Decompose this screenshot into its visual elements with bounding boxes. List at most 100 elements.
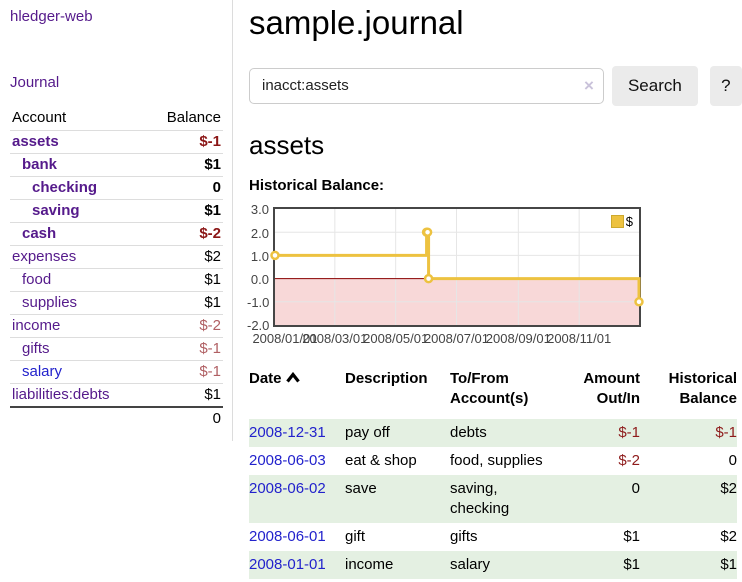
sidebar: hledger-web Journal Account Balance asse… xyxy=(0,0,233,441)
y-axis-tick-label: 2.0 xyxy=(250,225,269,241)
y-axis-tick-label: 3.0 xyxy=(250,202,269,218)
search-box: × xyxy=(249,67,604,104)
account-row: food $1 xyxy=(10,268,223,292)
sidebar-account-link[interactable]: saving xyxy=(32,202,80,219)
transaction-description: gift xyxy=(345,528,366,546)
transaction-amount: $1 xyxy=(623,556,640,574)
account-balance: $-2 xyxy=(144,314,223,338)
transaction-date-link[interactable]: 2008-06-01 xyxy=(249,528,326,546)
y-axis-tick-label: 0.0 xyxy=(250,272,269,288)
y-axis-tick-label: -2.0 xyxy=(247,318,270,334)
chart-plot-area: $ xyxy=(270,207,644,328)
register-row: 2008-06-01 gift gifts $1 $2 xyxy=(249,523,737,551)
account-row: salary $-1 xyxy=(10,360,223,384)
account-row: cash $-2 xyxy=(10,222,223,246)
transaction-balance: $1 xyxy=(720,556,737,574)
sidebar-account-link[interactable]: salary xyxy=(22,363,63,380)
transaction-description: eat & shop xyxy=(345,452,417,470)
help-button[interactable]: ? xyxy=(709,65,742,106)
accounts-total-row: 0 xyxy=(10,406,223,430)
transaction-balance: $2 xyxy=(720,480,737,498)
account-balance: $1 xyxy=(144,268,223,292)
account-balance: 0 xyxy=(144,176,223,200)
account-row: liabilities:debts $1 xyxy=(10,383,223,407)
chart-canvas xyxy=(270,209,644,326)
transaction-description: pay off xyxy=(345,424,390,442)
page-title: sample.journal xyxy=(249,4,464,41)
chart-legend: $ xyxy=(609,214,634,230)
register-row: 2008-01-01 income salary $1 $1 xyxy=(249,551,737,580)
transaction-amount: $1 xyxy=(623,528,640,546)
transaction-accounts: debts xyxy=(450,424,487,442)
register-header-row: Date Description To/From Account(s) Amou… xyxy=(249,369,737,419)
accounts-table-body: assets $-1 bank $1 checking 0 saving $1 cash $-2 e… xyxy=(10,130,223,407)
sidebar-account-link[interactable]: expenses xyxy=(12,248,77,265)
sidebar-account-link[interactable]: supplies xyxy=(22,294,78,311)
x-axis-tick-label: 2008/09/01 xyxy=(485,331,551,347)
x-axis-tick-label: 2008/01/01 xyxy=(252,331,318,347)
transaction-amount: $-2 xyxy=(618,452,640,470)
account-balance: $1 xyxy=(144,291,223,315)
sort-asc-icon xyxy=(285,372,300,383)
sidebar-account-link[interactable]: income xyxy=(12,317,61,334)
account-row: saving $1 xyxy=(10,199,223,223)
sidebar-account-link[interactable]: gifts xyxy=(22,340,50,357)
account-balance: $1 xyxy=(144,383,223,407)
register-table: Date Description To/From Account(s) Amou… xyxy=(249,369,737,580)
account-row: income $-2 xyxy=(10,314,223,338)
register-header-balance: Historical Balance xyxy=(668,370,737,408)
search-form: × Search ? xyxy=(249,65,742,106)
transaction-accounts: food, supplies xyxy=(450,452,543,470)
transaction-description: income xyxy=(345,556,394,574)
x-axis-tick-label: 2008/03/01 xyxy=(302,331,368,347)
account-heading: assets xyxy=(249,129,325,160)
account-balance: $-1 xyxy=(144,130,223,154)
account-row: assets $-1 xyxy=(10,130,223,154)
transaction-accounts: salary xyxy=(450,556,491,574)
sidebar-account-link[interactable]: cash xyxy=(22,225,57,242)
account-balance: $2 xyxy=(144,245,223,269)
account-row: expenses $2 xyxy=(10,245,223,269)
register-row: 2008-06-03 eat & shop food, supplies $-2 0 xyxy=(249,447,737,475)
sidebar-item-journal[interactable]: Journal xyxy=(10,74,60,91)
app-title-link[interactable]: hledger-web xyxy=(10,8,93,25)
register-row: 2008-06-02 save saving, checking 0 $2 xyxy=(249,475,737,524)
x-axis-tick-label: 2008/05/01 xyxy=(363,331,429,347)
account-balance: $-2 xyxy=(144,222,223,246)
legend-label: $ xyxy=(625,214,633,230)
y-axis-tick-label: -1.0 xyxy=(247,295,270,311)
register-header-amount: Amount Out/In xyxy=(583,370,640,408)
transaction-accounts: gifts xyxy=(450,528,478,546)
transaction-date-link[interactable]: 2008-12-31 xyxy=(249,424,326,442)
transaction-amount: $-1 xyxy=(618,424,640,442)
search-button[interactable]: Search xyxy=(611,65,698,106)
register-header-description: Description xyxy=(345,370,428,388)
balance-chart: $ 3.0 2.0 1.0 0.0 -1.0 -2.0 2008/01/01 2008/03/… xyxy=(247,202,742,349)
transaction-date-link[interactable]: 2008-01-01 xyxy=(249,556,326,574)
clear-search-icon[interactable]: × xyxy=(584,75,594,95)
account-balance: $1 xyxy=(144,199,223,223)
legend-swatch-icon xyxy=(610,215,624,229)
register-header-accounts: To/From Account(s) xyxy=(450,370,529,408)
sidebar-account-link[interactable]: assets xyxy=(12,133,59,150)
accounts-table: Account Balance assets $-1 bank $1 checking 0… xyxy=(10,107,223,430)
main-content: sample.journal × Search ? assets Histori… xyxy=(247,0,742,580)
x-axis-tick-label: 2008/07/01 xyxy=(423,331,490,347)
account-column-header: Account xyxy=(12,109,67,126)
transaction-amount: 0 xyxy=(631,480,640,498)
register-header-date[interactable]: Date xyxy=(249,369,345,419)
account-row: gifts $-1 xyxy=(10,337,223,361)
transaction-date-link[interactable]: 2008-06-03 xyxy=(249,452,326,470)
sidebar-account-link[interactable]: checking xyxy=(32,179,98,196)
sidebar-account-link[interactable]: liabilities:debts xyxy=(12,386,110,403)
search-input[interactable] xyxy=(249,67,604,104)
sidebar-account-link[interactable]: food xyxy=(22,271,52,288)
register-row: 2008-12-31 pay off debts $-1 $-1 xyxy=(249,419,737,448)
x-axis-tick-label: 2008/11/01 xyxy=(547,331,612,347)
accounts-total-value: 0 xyxy=(144,406,223,430)
sidebar-account-link[interactable]: bank xyxy=(22,156,58,173)
transaction-date-link[interactable]: 2008-06-02 xyxy=(249,480,326,498)
transaction-description: save xyxy=(345,480,377,498)
account-balance: $-1 xyxy=(144,360,223,384)
account-balance: $-1 xyxy=(144,337,223,361)
